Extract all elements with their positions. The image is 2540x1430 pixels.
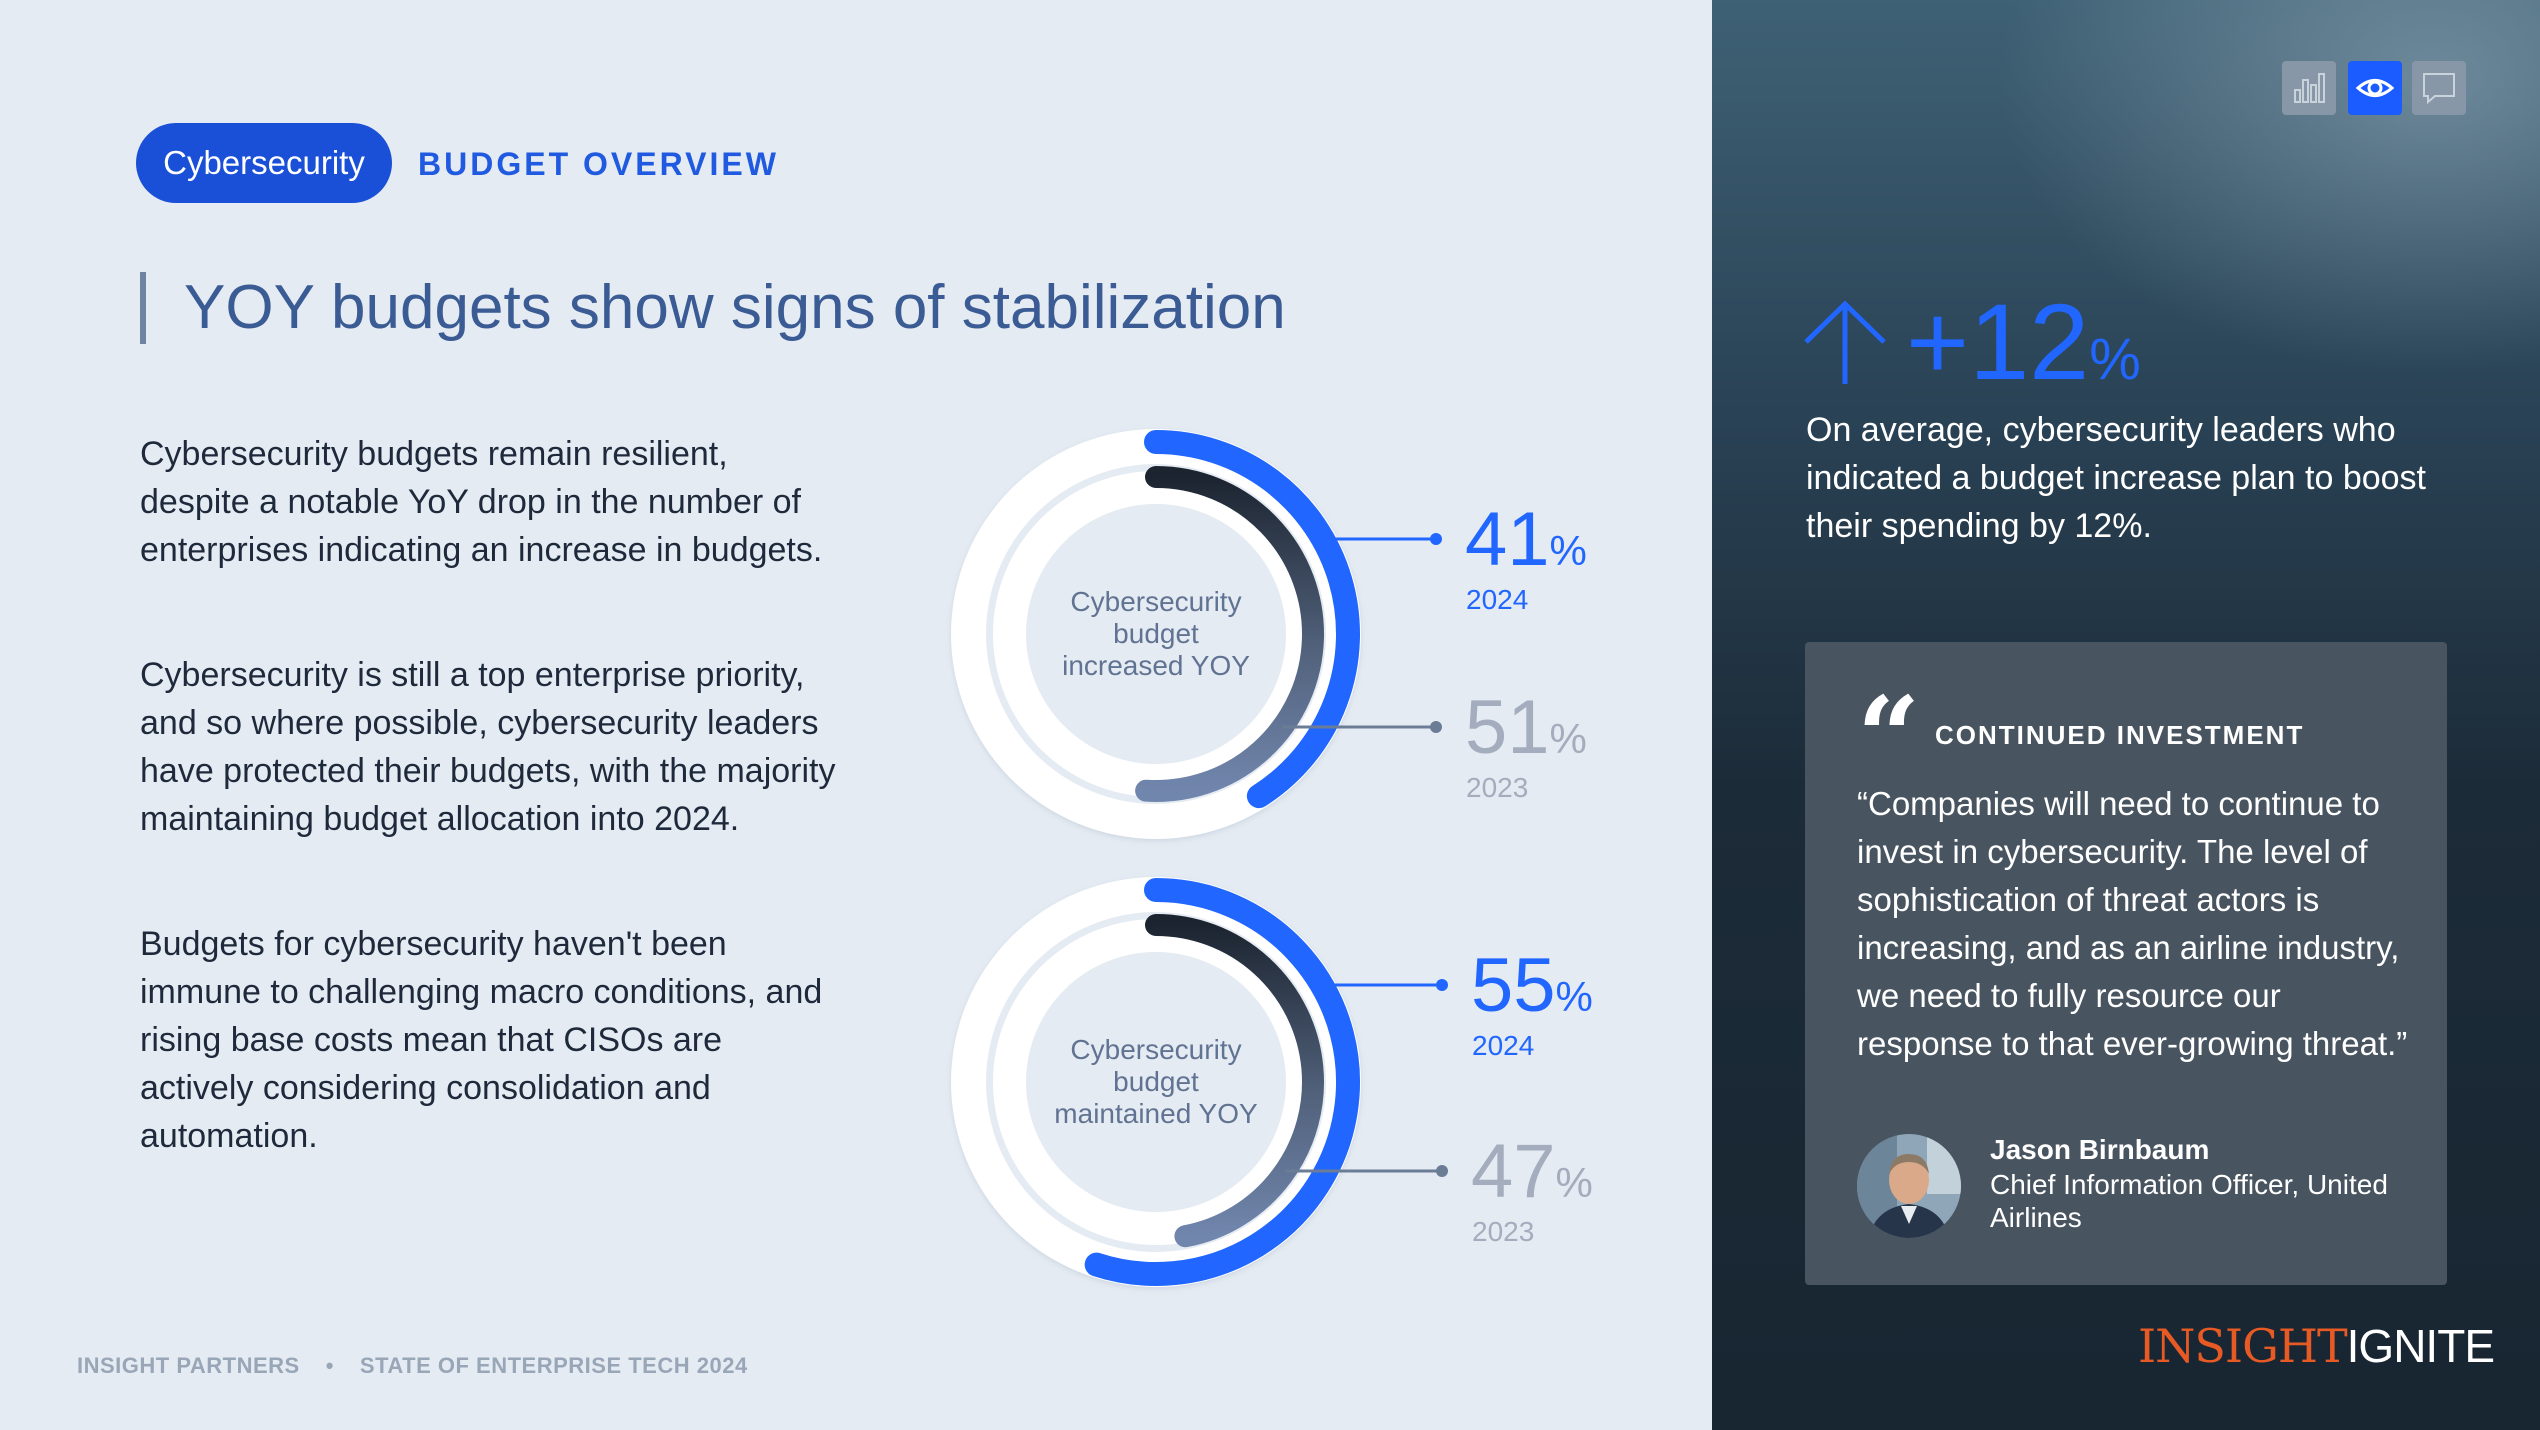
- bar-chart-icon[interactable]: [2282, 61, 2336, 115]
- person-role: Chief Information Officer, United Airlin…: [1990, 1169, 2388, 1233]
- brand-logo-part2: IGNITE: [2346, 1320, 2495, 1372]
- body-paragraph-1: Cybersecurity budgets remain resilient, …: [140, 435, 823, 569]
- highlight-stat: +12%: [1906, 288, 2141, 396]
- donut-center-label: maintained YOY: [1054, 1098, 1258, 1129]
- year-label-2023: 2023: [1472, 1216, 1534, 1247]
- body-paragraph-3: Budgets for cybersecurity haven't been i…: [140, 925, 823, 1155]
- donut-hole: [1026, 952, 1286, 1212]
- brand-logo-part1: INSIGHT: [2138, 1319, 2348, 1373]
- page-title: YOY budgets show signs of stabilization: [184, 273, 1286, 342]
- quote-card: “ CONTINUED INVESTMENT “Companies will n…: [1805, 642, 2447, 1285]
- footer-publisher: INSIGHT PARTNERS: [77, 1353, 300, 1378]
- footer: INSIGHT PARTNERS • STATE OF ENTERPRISE TEC…: [77, 1353, 748, 1379]
- donut-center-label: Cybersecurity: [1070, 586, 1241, 617]
- brand-logo: INSIGHTIGNITE: [2138, 1320, 2495, 1372]
- data-label-2024: 55%: [1471, 943, 1593, 1028]
- quote-heading: CONTINUED INVESTMENT: [1935, 720, 2305, 750]
- data-label-2024: 41%: [1465, 497, 1587, 582]
- donut-center-label: budget: [1113, 618, 1199, 649]
- quote-mark-icon: “: [1857, 672, 1921, 801]
- title-accent-bar: [140, 272, 146, 344]
- donut-arc-2024: [1084, 878, 1360, 1286]
- category-tag: Cybersecurity: [136, 123, 392, 203]
- highlight-description: On average, cybersecurity leaders who in…: [1806, 411, 2427, 545]
- leader-dot-2024: [1430, 533, 1442, 545]
- avatar: [1857, 1134, 1961, 1238]
- donut-arc-2023: [1135, 466, 1324, 802]
- donut-hole: [1026, 504, 1286, 764]
- section-label: BUDGET OVERVIEW: [418, 146, 779, 182]
- data-label-2023: 47%: [1471, 1129, 1593, 1214]
- leader-dot-2024: [1436, 979, 1448, 991]
- year-label-2024: 2024: [1466, 584, 1528, 615]
- donut-arc-2023: [1145, 914, 1324, 1248]
- quote-text: “Companies will need to continue to inve…: [1857, 785, 2408, 1062]
- highlight-unit: %: [2089, 327, 2141, 392]
- year-label-2024: 2024: [1472, 1030, 1534, 1061]
- year-label-2023: 2023: [1466, 772, 1528, 803]
- donut-arc-2024: [1144, 430, 1360, 809]
- main-panel: [0, 0, 1712, 1430]
- footer-separator: •: [325, 1353, 334, 1378]
- leader-dot-2023: [1430, 721, 1442, 733]
- data-label-2023: 51%: [1465, 685, 1587, 770]
- highlight-value: +12: [1906, 281, 2090, 402]
- person-name: Jason Birnbaum: [1990, 1134, 2210, 1165]
- body-paragraph-2: Cybersecurity is still a top enterprise …: [140, 656, 836, 838]
- footer-report: STATE OF ENTERPRISE TECH 2024: [359, 1353, 748, 1378]
- donut-center-label: Cybersecurity: [1070, 1034, 1241, 1065]
- leader-dot-2023: [1436, 1165, 1448, 1177]
- eye-icon[interactable]: [2348, 61, 2402, 115]
- comment-icon[interactable]: [2412, 61, 2466, 115]
- arrow-up-icon: [1804, 300, 1886, 384]
- donut-center-label: increased YOY: [1062, 650, 1250, 681]
- donut-center-label: budget: [1113, 1066, 1199, 1097]
